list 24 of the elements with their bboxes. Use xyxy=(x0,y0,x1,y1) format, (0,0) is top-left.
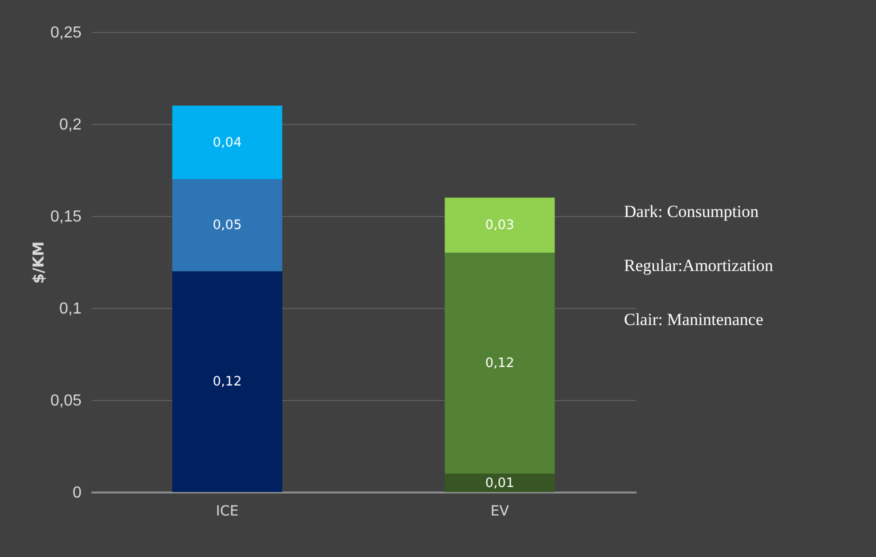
data-label: 0,03 xyxy=(485,218,514,234)
y-tick-label: 0,05 xyxy=(50,392,82,410)
y-tick-label: 0 xyxy=(72,484,82,502)
data-label: 0,01 xyxy=(485,476,514,491)
x-tick-label: EV xyxy=(490,504,510,520)
y-tick-label: 0,1 xyxy=(59,300,82,318)
bar xyxy=(444,252,555,474)
y-tick-label: 0,15 xyxy=(50,208,82,226)
data-label: 0,04 xyxy=(212,135,242,150)
bar xyxy=(444,474,555,492)
x-tick-label: ICE xyxy=(216,504,239,520)
bar xyxy=(172,179,282,272)
bar xyxy=(172,106,282,180)
data-label: 0,05 xyxy=(212,218,242,234)
bar xyxy=(444,198,555,253)
annotation: Clair: Manintenance xyxy=(624,310,764,329)
annotation: Regular:Amortization xyxy=(624,256,774,275)
y-tick-label: 0,2 xyxy=(59,116,82,134)
y-tick-label: 0,25 xyxy=(50,24,82,42)
data-label: 0,12 xyxy=(485,356,514,372)
data-label: 0,12 xyxy=(212,374,242,390)
bar xyxy=(172,271,282,492)
y-axis-title: $/KM xyxy=(29,241,48,284)
annotation: Dark: Consumption xyxy=(624,202,760,221)
